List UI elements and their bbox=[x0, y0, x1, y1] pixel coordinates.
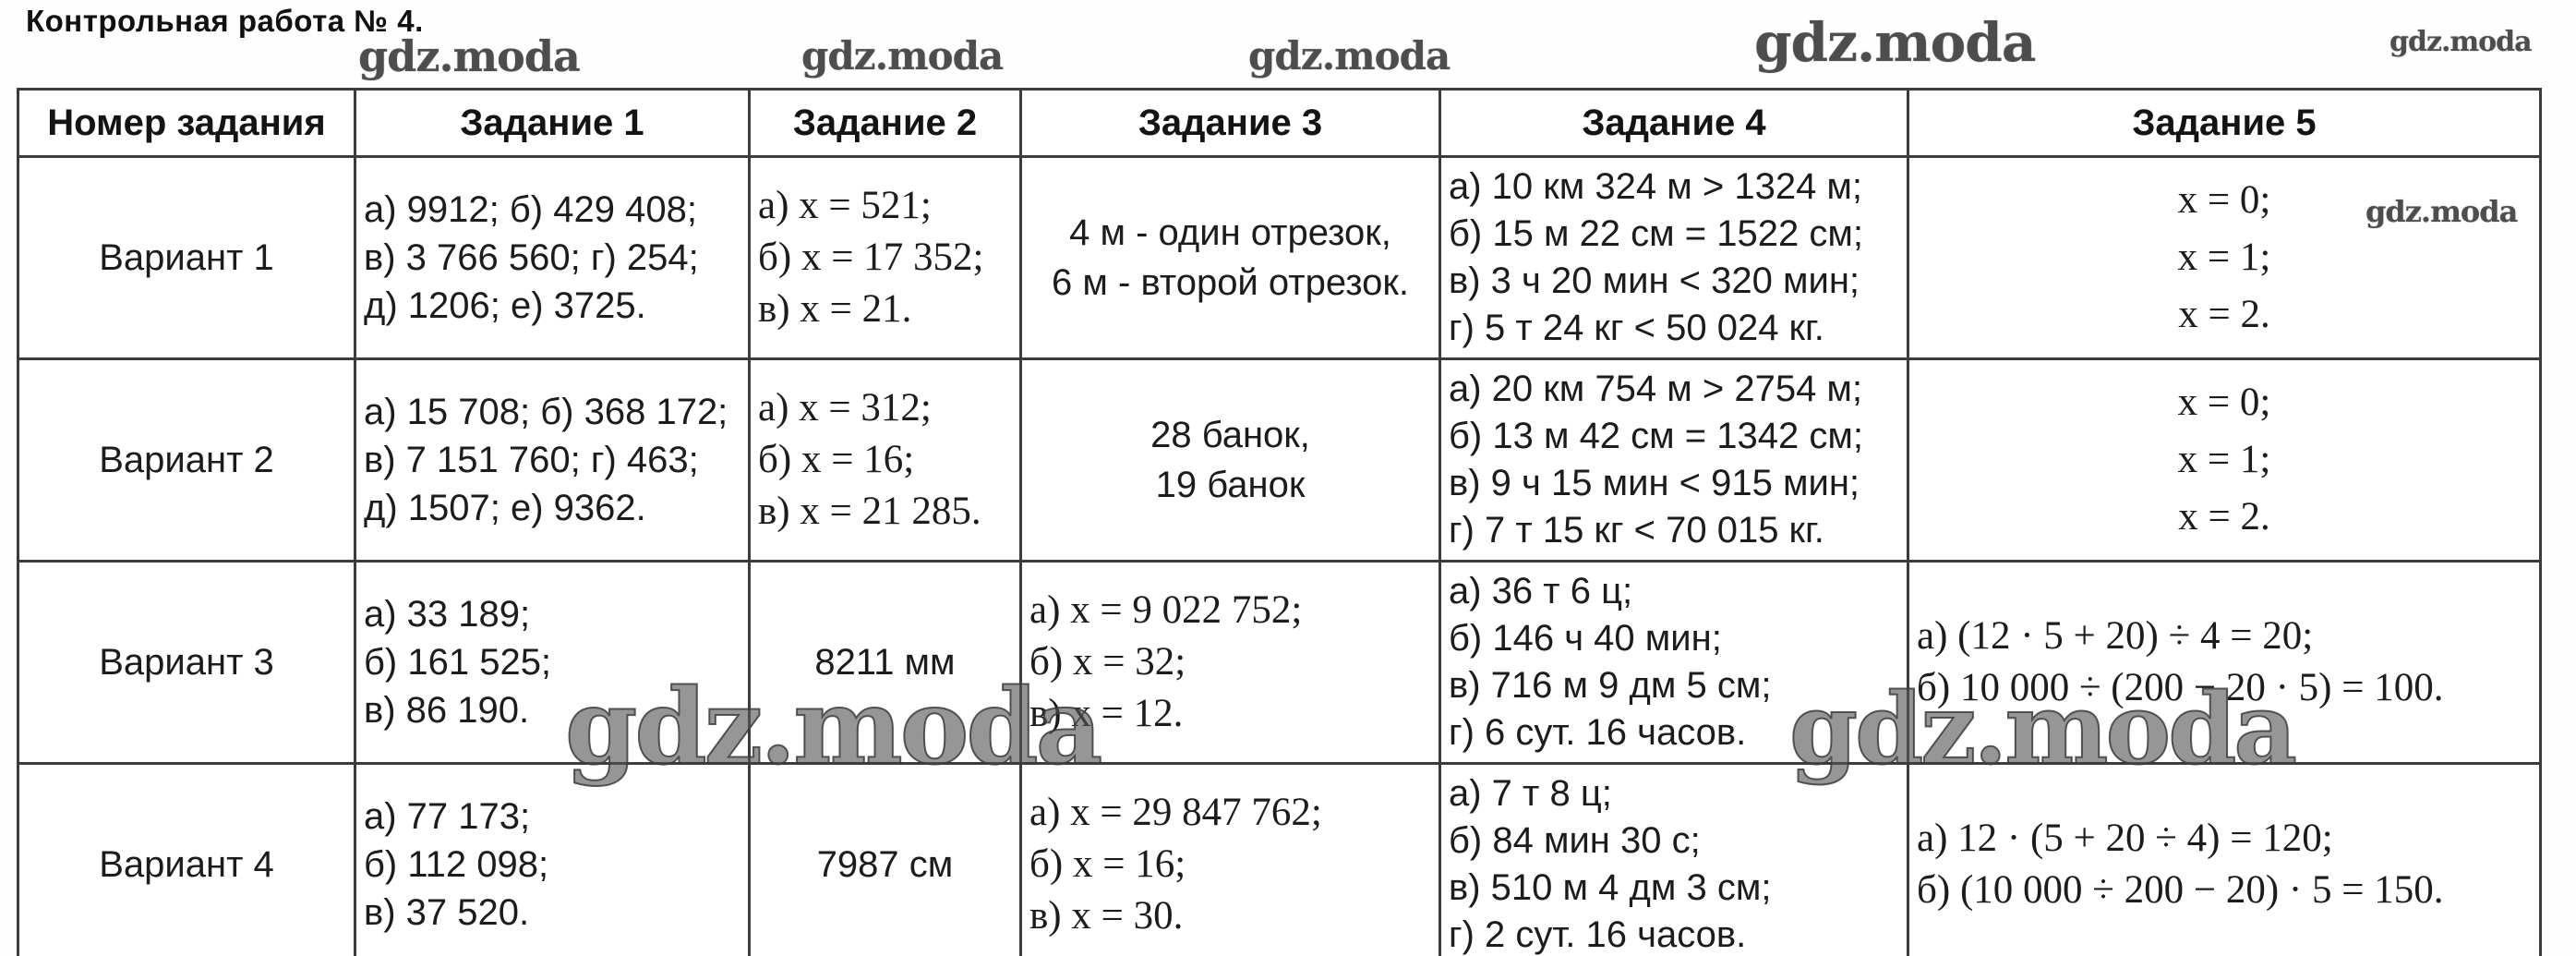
variant-4-label: Вариант 4 bbox=[17, 762, 356, 956]
variant-1-task-3: 4 м - один отрезок, 6 м - второй отрезок… bbox=[1019, 155, 1441, 360]
table-row-variant-2: Вариант 2 а) 15 708; б) 368 172; в) 7 15… bbox=[17, 357, 2542, 563]
variant-1-task-4: а) 10 км 324 м > 1324 м; б) 15 м 22 см =… bbox=[1438, 155, 1909, 360]
watermark-big-left: gdz.moda bbox=[564, 666, 1103, 789]
variant-1-task-5: x = 0; x = 1; x = 2. bbox=[1907, 155, 2542, 360]
watermark-top-3: gdz.moda bbox=[1248, 33, 1451, 79]
variant-1-label: Вариант 1 bbox=[17, 155, 356, 360]
variant-3-task-3: а) x = 9 022 752; б) x = 32; в) x = 12. bbox=[1019, 560, 1441, 765]
watermark-top-right: gdz.moda bbox=[2389, 26, 2533, 58]
watermark-top-1: gdz.moda bbox=[358, 31, 581, 81]
watermark-big-right: gdz.moda bbox=[1788, 670, 2298, 787]
variant-2-task-1: а) 15 708; б) 368 172; в) 7 151 760; г) … bbox=[354, 357, 751, 563]
watermark-top-2: gdz.moda bbox=[801, 33, 1004, 79]
variant-1-task-2: а) x = 521; б) x = 17 352; в) x = 21. bbox=[748, 155, 1022, 360]
watermark-top-4: gdz.moda bbox=[1754, 11, 2036, 74]
table-row-variant-1: Вариант 1 а) 9912; б) 429 408; в) 3 766 … bbox=[17, 155, 2542, 360]
header-row: Номер задания Задание 1 Задание 2 Задани… bbox=[17, 88, 2542, 158]
header-task-2: Задание 2 bbox=[748, 88, 1022, 158]
header-task-3: Задание 3 bbox=[1019, 88, 1441, 158]
variant-2-task-3: 28 банок, 19 банок bbox=[1019, 357, 1441, 563]
watermark-row1-cell5: gdz.moda bbox=[2365, 194, 2518, 229]
header-task-1: Задание 1 bbox=[354, 88, 751, 158]
variant-4-task-3: а) x = 29 847 762; б) x = 16; в) x = 30. bbox=[1019, 762, 1441, 956]
variant-3-task-1: а) 33 189; б) 161 525; в) 86 190. bbox=[354, 560, 751, 765]
variant-2-task-5: x = 0; x = 1; x = 2. bbox=[1907, 357, 2542, 563]
answers-table: Номер задания Задание 1 Задание 2 Задани… bbox=[17, 88, 2542, 956]
header-task-number: Номер задания bbox=[17, 88, 356, 158]
variant-1-task-1: а) 9912; б) 429 408; в) 3 766 560; г) 25… bbox=[354, 155, 751, 360]
variant-3-task-4: а) 36 т 6 ц; б) 146 ч 40 мин; в) 716 м 9… bbox=[1438, 560, 1909, 765]
table-row-variant-3: Вариант 3 а) 33 189; б) 161 525; в) 86 1… bbox=[17, 560, 2542, 765]
variant-3-task-2: 8211 мм bbox=[748, 560, 1022, 765]
table-row-variant-4: Вариант 4 а) 77 173; б) 112 098; в) 37 5… bbox=[17, 762, 2542, 956]
variant-4-task-1: а) 77 173; б) 112 098; в) 37 520. bbox=[354, 762, 751, 956]
variant-4-task-5: а) 12 · (5 + 20 ÷ 4) = 120; б) (10 000 ÷… bbox=[1907, 762, 2542, 956]
variant-2-task-4: а) 20 км 754 м > 2754 м; б) 13 м 42 см =… bbox=[1438, 357, 1909, 563]
variant-2-task-2: а) x = 312; б) x = 16; в) x = 21 285. bbox=[748, 357, 1022, 563]
variant-2-label: Вариант 2 bbox=[17, 357, 356, 563]
variant-3-task-5: а) (12 · 5 + 20) ÷ 4 = 20; б) 10 000 ÷ (… bbox=[1907, 560, 2542, 765]
page-title: Контрольная работа № 4. bbox=[26, 4, 424, 38]
variant-4-task-4: а) 7 т 8 ц; б) 84 мин 30 с; в) 510 м 4 д… bbox=[1438, 762, 1909, 956]
variant-4-task-2: 7987 см bbox=[748, 762, 1022, 956]
variant-3-label: Вариант 3 bbox=[17, 560, 356, 765]
header-task-5: Задание 5 bbox=[1907, 88, 2542, 158]
header-task-4: Задание 4 bbox=[1438, 88, 1909, 158]
